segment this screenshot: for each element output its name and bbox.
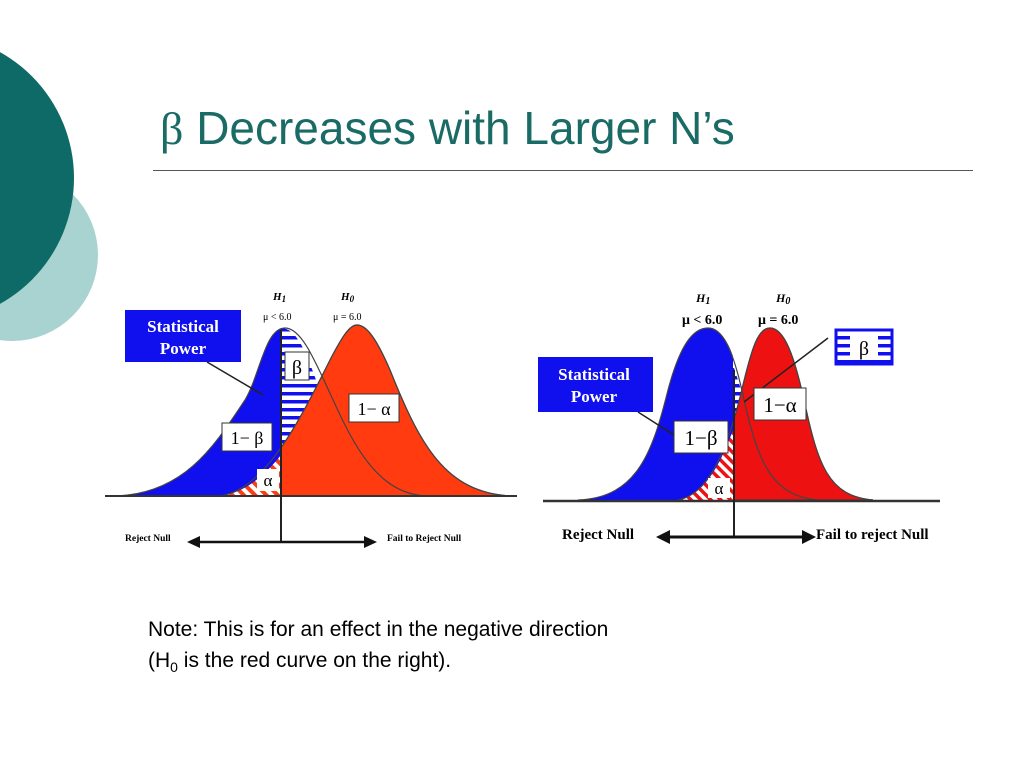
statistical-power-line1: Statistical (147, 317, 219, 336)
h1-label: H1 (272, 291, 286, 304)
statistical-power-box (125, 310, 241, 362)
reject-null-label: Reject Null (562, 527, 634, 543)
title-divider (153, 170, 973, 171)
h0-subscript: 0 (170, 659, 178, 676)
beta-legend-inner (850, 334, 878, 360)
one-minus-beta-box (221, 422, 273, 452)
note-line-2: (H0 is the red curve on the right). (148, 649, 452, 676)
reject-null-label: Reject Null (125, 534, 171, 544)
statistical-power-region (578, 328, 733, 500)
h0-condition: μ = 6.0 (758, 313, 798, 328)
note-line-1: Note: This is for an effect in the negat… (148, 618, 609, 641)
one-minus-beta-label: 1−β (684, 426, 717, 450)
one-minus-beta-box (673, 420, 729, 454)
beta-symbol: β (160, 103, 184, 154)
decorative-circles (0, 52, 98, 341)
statistical-power-region (115, 328, 281, 496)
beta-box (284, 351, 310, 381)
arrow-head-right (802, 530, 816, 544)
h0-curve-outline (219, 324, 511, 497)
beta-legend-label: β (859, 338, 869, 360)
arrow-head-left (656, 530, 670, 544)
arrow-head-right (364, 536, 377, 548)
h0-label: H0 (775, 291, 790, 307)
h1-condition: μ < 6.0 (682, 313, 722, 328)
statistical-power-line2: Power (571, 387, 618, 406)
title-text: Decreases with Larger N’s (196, 102, 735, 154)
slide-title: β Decreases with Larger N’s (160, 98, 735, 159)
h0-label: H0 (340, 291, 355, 304)
statistical-power-line1: Statistical (558, 365, 630, 384)
one-minus-alpha-label: 1− α (357, 399, 391, 419)
dark-teal-circle (0, 52, 74, 304)
figure-large-n: H1 μ < 6.0 H0 μ = 6.0 Statistical Power … (538, 280, 943, 550)
h1-condition: μ < 6.0 (263, 312, 292, 323)
beta-label: β (292, 357, 302, 379)
statistical-power-line2: Power (160, 339, 207, 358)
fail-to-reject-label: Fail to Reject Null (387, 534, 461, 544)
alpha-label: α (715, 479, 724, 498)
power-pointer (637, 411, 675, 436)
h1-label: H1 (695, 291, 710, 307)
power-pointer (206, 361, 264, 396)
one-minus-beta-label: 1− β (231, 428, 264, 448)
alpha-box (708, 478, 730, 498)
h0-condition: μ = 6.0 (333, 312, 362, 323)
one-minus-alpha-label: 1−α (763, 393, 796, 417)
alpha-label: α (264, 471, 273, 490)
arrow-head-left (187, 536, 200, 548)
figure-small-n: H1 μ < 6.0 H0 μ = 6.0 Statistical Power … (105, 280, 523, 550)
h1-curve-outline (577, 327, 819, 501)
one-minus-alpha-box (753, 387, 807, 421)
fail-to-reject-label: Fail to reject Null (816, 527, 929, 543)
h1-curve-outline (114, 327, 426, 497)
alpha-box (257, 469, 279, 491)
statistical-power-box (538, 357, 653, 412)
one-minus-alpha-box (348, 393, 400, 423)
note-text: Note: This is for an effect in the negat… (148, 614, 608, 683)
